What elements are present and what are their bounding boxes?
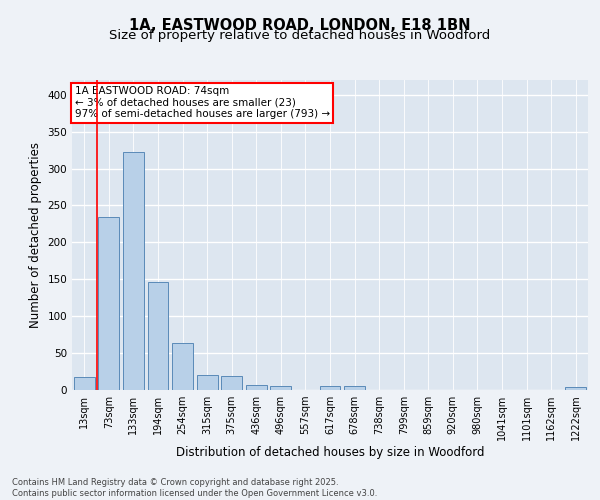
Bar: [98, 218, 119, 390]
Bar: [565, 387, 586, 390]
Text: 1A EASTWOOD ROAD: 74sqm
← 3% of detached houses are smaller (23)
97% of semi-det: 1A EASTWOOD ROAD: 74sqm ← 3% of detached…: [74, 86, 330, 120]
Bar: [320, 386, 340, 390]
Text: Size of property relative to detached houses in Woodford: Size of property relative to detached ho…: [109, 29, 491, 42]
Bar: [197, 375, 218, 390]
Y-axis label: Number of detached properties: Number of detached properties: [29, 142, 42, 328]
Bar: [74, 376, 95, 390]
Bar: [172, 343, 193, 390]
X-axis label: Distribution of detached houses by size in Woodford: Distribution of detached houses by size …: [176, 446, 484, 459]
Bar: [123, 152, 144, 390]
Text: 1A, EASTWOOD ROAD, LONDON, E18 1BN: 1A, EASTWOOD ROAD, LONDON, E18 1BN: [129, 18, 471, 32]
Bar: [344, 386, 365, 390]
Bar: [221, 376, 242, 390]
Text: Contains HM Land Registry data © Crown copyright and database right 2025.
Contai: Contains HM Land Registry data © Crown c…: [12, 478, 377, 498]
Bar: [246, 385, 267, 390]
Bar: [148, 282, 169, 390]
Bar: [271, 386, 292, 390]
